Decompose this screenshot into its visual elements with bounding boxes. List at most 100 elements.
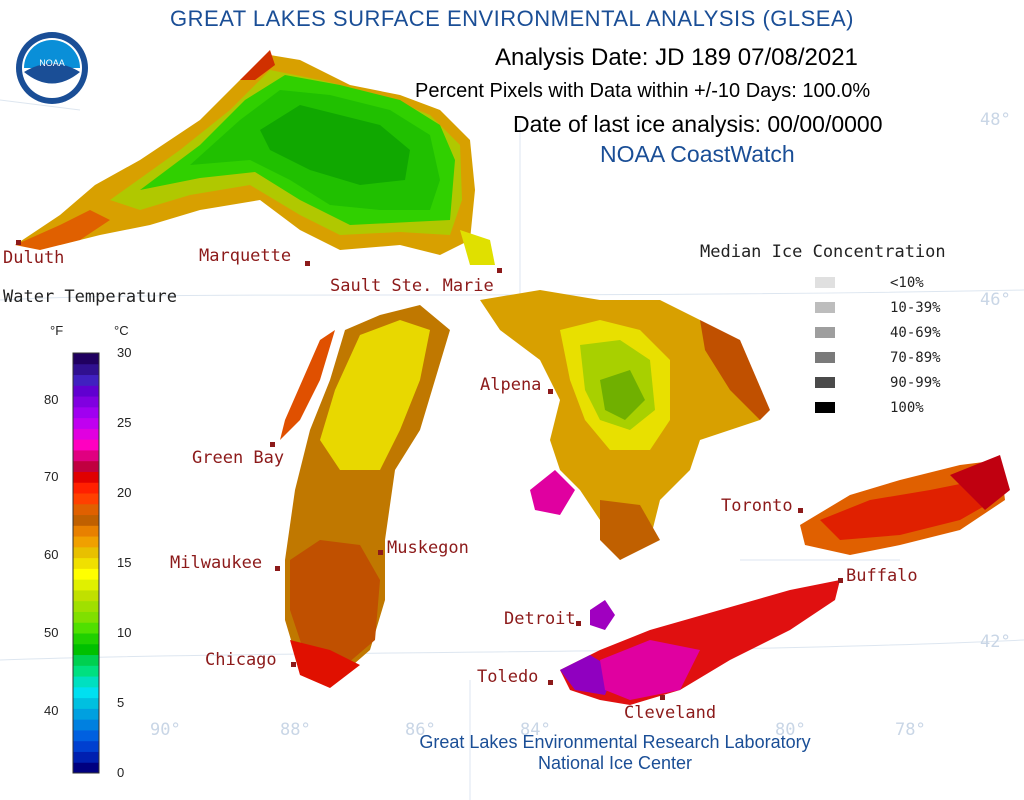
grid-label: 84° [520,720,551,740]
colorbar-segment [73,353,99,365]
ice-legend-swatch [815,352,835,363]
city-label-alpena: Alpena [480,375,542,395]
city-label-buffalo: Buffalo [846,566,918,586]
lake-erie [560,580,840,705]
city-label-marquette: Marquette [199,246,292,266]
grid-label: 46° [980,290,1011,310]
city-marker [16,240,21,245]
lake-huron [480,290,770,560]
ice-legend-label: 10-39% [890,300,941,316]
colorbar-segment [73,654,99,666]
celsius-tick: 25 [117,415,132,430]
city-marker [798,508,803,513]
city-label-detroit: Detroit [504,609,576,629]
colorbar-segment [73,385,99,397]
page-title: GREAT LAKES SURFACE ENVIRONMENTAL ANALYS… [170,6,854,31]
colorbar-segment [73,493,99,505]
colorbar-segment [73,719,99,731]
city-label-sault-ste-marie: Sault Ste. Marie [330,276,494,296]
city-label-green-bay: Green Bay [192,448,285,468]
colorbar-segment [73,665,99,677]
ice-legend-swatch [815,277,835,288]
fahrenheit-unit: °F [50,323,64,338]
map-grid [0,99,1024,800]
celsius-tick: 20 [117,485,132,500]
colorbar-segment [73,762,99,774]
city-marker [838,578,843,583]
grid-label: 42° [980,632,1011,652]
fahrenheit-tick: 50 [44,625,59,640]
city-marker [497,268,502,273]
fahrenheit-tick: 80 [44,391,59,407]
colorbar-frame [72,352,100,774]
celsius-unit: °C [114,323,129,338]
ice-legend-swatch [815,402,835,413]
colorbar-segment [73,460,99,472]
ice-legend-label: <10% [890,275,924,291]
city-label-muskegon: Muskegon [387,538,469,558]
noaa-logo-text: NOAA [39,58,65,68]
colorbar-segment [73,546,99,559]
ice-legend-title: Median Ice Concentration [700,242,946,262]
colorbar-segment [73,611,99,623]
colorbar-segment [73,686,99,699]
ice-legend-label: 40-69% [890,325,941,341]
percent-pixels: Percent Pixels with Data within +/-10 Da… [415,80,871,102]
colorbar-segment [73,589,99,602]
colorbar-segment [73,449,99,462]
colorbar-segment [73,417,99,429]
grid-label: 86° [405,720,436,740]
colorbar-segment [73,622,99,634]
city-marker [548,389,553,394]
colorbar-segment [73,525,99,537]
ice-legend-swatch [815,302,835,313]
city-marker [291,662,296,667]
colorbar-segment [73,363,99,376]
city-label-toledo: Toledo [477,667,539,687]
analysis-date: Analysis Date: JD 189 07/08/2021 [495,44,858,71]
source-label: NOAA CoastWatch [600,141,795,167]
colorbar-segment [73,740,99,752]
colorbar-segment [73,428,99,440]
water-legend-title: Water Temperature [3,287,177,307]
city-marker [576,621,581,626]
grid-label: 88° [280,720,311,740]
colorbar-segment [73,439,99,451]
colorbar-segment [73,536,99,548]
colorbar-segment [73,514,99,526]
colorbar-segment [73,471,99,483]
city-label-toronto: Toronto [721,496,793,516]
city-label-duluth: Duluth [3,248,65,268]
city-marker [275,566,280,571]
ice-legend-label: 70-89% [890,350,941,366]
grid-label: 48° [980,110,1011,130]
grid-label: 78° [895,720,926,740]
last-ice-analysis: Date of last ice analysis: 00/00/0000 [513,111,883,137]
colorbar-segment [73,557,99,569]
city-label-milwaukee: Milwaukee [170,553,263,573]
city-marker [548,680,553,685]
colorbar-segment [73,503,99,516]
colorbar-segment [73,633,99,645]
fahrenheit-tick: 40 [44,702,59,718]
lake-st-clair [590,600,615,630]
celsius-tick: 0 [117,765,125,780]
colorbar-segment [73,729,99,742]
colorbar-segment [73,751,99,763]
city-marker [270,442,275,447]
footer-line-2: National Ice Center [537,753,693,773]
lake-superior [15,50,495,265]
grid-label: 90° [150,720,181,740]
colorbar-segment [73,482,99,494]
celsius-tick: 5 [117,695,125,710]
city-label-cleveland: Cleveland [624,703,717,723]
water-temperature-colorbar [72,352,100,774]
colorbar-segment [73,374,99,386]
ice-legend-label: 90-99% [890,375,941,391]
fahrenheit-tick: 60 [44,547,59,563]
colorbar-segment [73,600,99,612]
footer-line-1: Great Lakes Environmental Research Labor… [419,732,811,752]
colorbar-segment [73,708,99,720]
celsius-tick: 30 [117,345,132,360]
